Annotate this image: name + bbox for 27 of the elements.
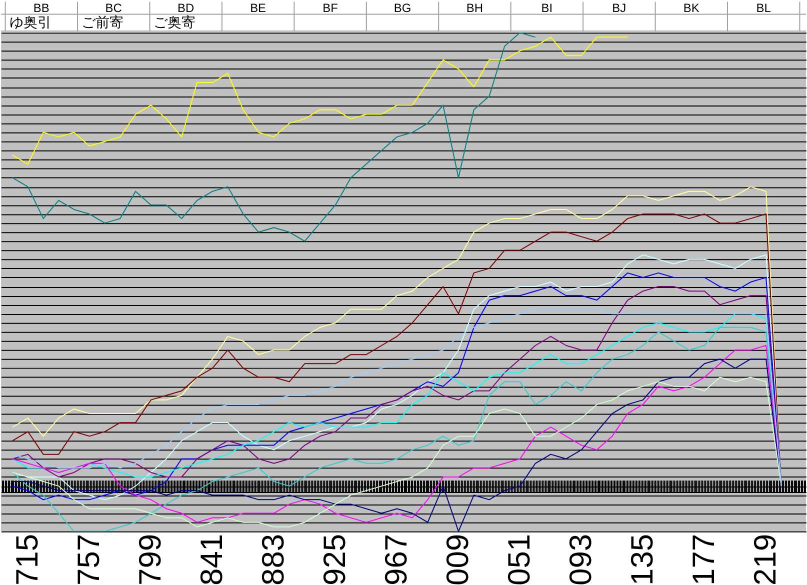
x-tick-label: 883	[255, 534, 290, 585]
x-tick-label: 967	[378, 534, 414, 585]
x-tick-label: 799	[132, 534, 168, 585]
x-tick-label: 841	[194, 534, 229, 585]
category-label: BC	[105, 1, 122, 16]
category-label: BG	[394, 1, 412, 16]
x-tick-label: 757	[70, 534, 106, 585]
category-label: BE	[250, 1, 266, 16]
category-label: BK	[683, 1, 700, 16]
x-tick-label: 135	[624, 534, 660, 585]
text: ご奥寄	[154, 15, 196, 32]
x-tick-label: 009	[440, 534, 475, 585]
x-tick-label: 925	[316, 534, 352, 585]
category-label: BB	[33, 1, 50, 16]
category-label: BH	[466, 1, 484, 16]
x-tick-label: 093	[562, 534, 598, 585]
category-label: BD	[178, 1, 194, 16]
x-tick-label: 177	[686, 534, 721, 585]
category-label: BI	[541, 1, 553, 16]
x-tick-label: 715	[9, 534, 44, 585]
x-tick-label: 219	[748, 534, 782, 585]
text: ゆ奥引	[9, 15, 52, 32]
category-label: BL	[756, 1, 772, 16]
text: ご前寄	[82, 15, 124, 32]
category-label: BJ	[612, 1, 626, 16]
category-label: BF	[322, 1, 338, 16]
x-tick-label: 051	[501, 534, 536, 585]
